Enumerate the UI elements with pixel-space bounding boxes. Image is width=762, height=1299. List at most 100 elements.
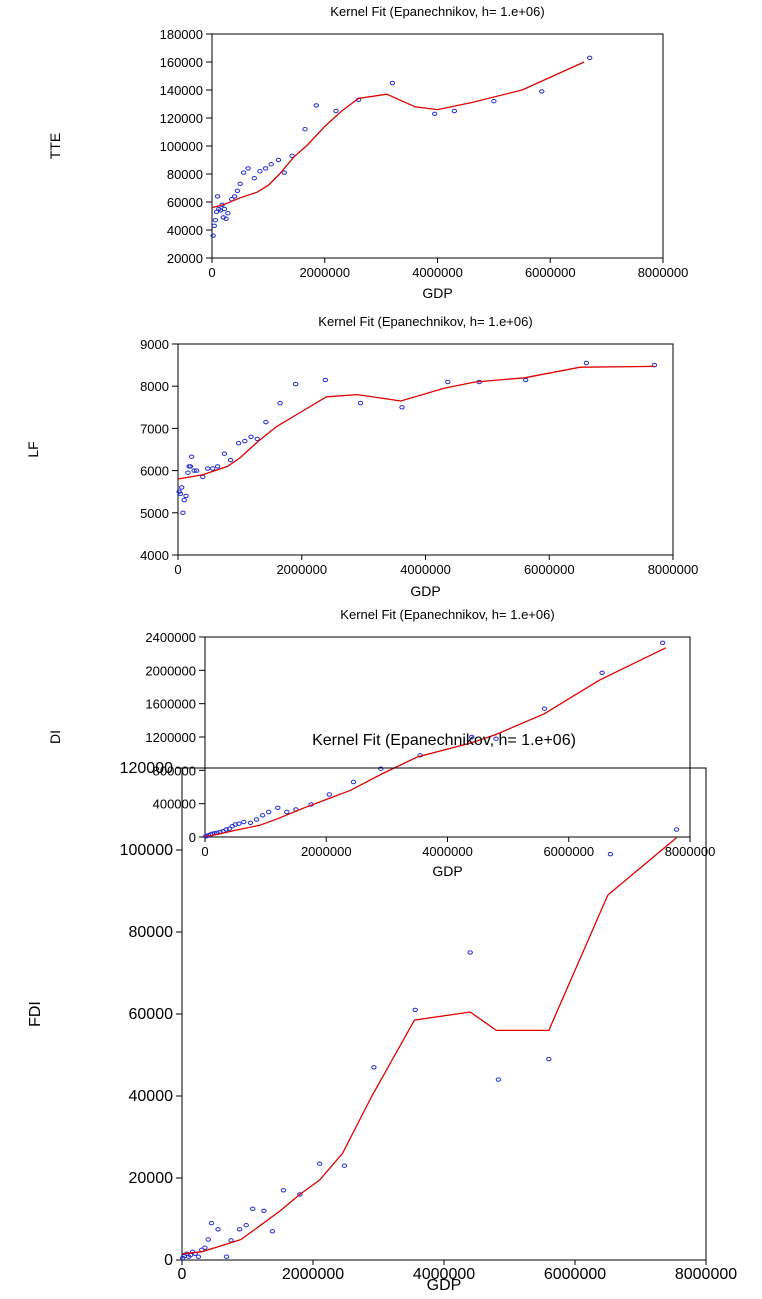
y-tick-label: 60000	[167, 195, 203, 210]
data-point	[210, 466, 216, 471]
data-point	[236, 821, 242, 826]
kernel-fit-line	[204, 647, 667, 838]
data-point	[493, 736, 499, 741]
y-tick-label: 80000	[167, 167, 203, 182]
data-point	[211, 223, 218, 229]
y-tick-label: 5000	[140, 506, 169, 521]
data-point	[254, 436, 260, 442]
data-point	[451, 108, 458, 114]
y-tick-label: 80000	[129, 924, 174, 941]
y-tick-label: 20000	[129, 1170, 174, 1187]
y-axis-label: LF	[25, 441, 41, 457]
x-axis-label: GDP	[427, 1277, 462, 1294]
y-axis-label: DI	[47, 730, 63, 744]
data-point	[247, 820, 254, 825]
kernel-fit-line	[211, 61, 585, 209]
data-point	[280, 1188, 287, 1193]
data-point	[302, 127, 308, 132]
data-point	[257, 169, 263, 174]
x-tick-label: 6000000	[524, 562, 575, 577]
data-point	[226, 826, 233, 831]
x-tick-label: 2000000	[282, 1266, 344, 1283]
data-point	[221, 206, 228, 212]
chart-title: Kernel Fit (Epanechnikov, h= 1.e+06)	[318, 314, 532, 329]
y-tick-label: 2400000	[145, 630, 196, 645]
y-tick-label: 100000	[160, 139, 203, 154]
y-tick-label: 120000	[160, 111, 203, 126]
data-point	[177, 491, 184, 496]
data-point	[607, 851, 614, 857]
data-point	[205, 466, 211, 471]
data-point	[185, 470, 191, 475]
data-point	[234, 188, 241, 194]
x-tick-label: 8000000	[648, 562, 699, 577]
data-point	[491, 99, 497, 104]
data-point	[389, 80, 396, 86]
x-tick-label: 2000000	[299, 265, 350, 280]
data-point	[297, 1192, 303, 1197]
data-point	[240, 170, 247, 175]
x-axis-label: GDP	[432, 863, 462, 879]
data-point	[231, 194, 238, 199]
data-point	[523, 377, 529, 383]
data-point	[253, 817, 260, 822]
y-tick-label: 0	[164, 1252, 173, 1269]
y-tick-label: 40000	[167, 223, 203, 238]
data-point	[275, 157, 282, 163]
data-point	[467, 950, 473, 955]
data-point	[214, 194, 221, 199]
data-point	[326, 792, 332, 797]
data-point	[251, 176, 258, 181]
data-point	[541, 706, 548, 711]
data-point	[225, 211, 231, 216]
y-axis-label: FDI	[27, 1001, 44, 1027]
y-tick-label: 4000	[140, 548, 169, 563]
plot-frame	[181, 767, 707, 1261]
x-tick-label: 8000000	[638, 265, 689, 280]
data-point	[275, 805, 281, 810]
data-point	[223, 827, 229, 832]
data-point	[284, 809, 290, 815]
data-point	[235, 441, 242, 446]
data-point	[268, 162, 274, 167]
data-point	[378, 766, 384, 771]
data-point	[495, 1077, 502, 1082]
x-tick-label: 2000000	[301, 844, 352, 859]
data-point	[261, 1208, 267, 1214]
data-point	[193, 468, 200, 473]
data-point	[269, 1229, 276, 1234]
data-point	[587, 55, 593, 60]
y-tick-label: 100000	[120, 842, 173, 859]
data-point	[350, 779, 357, 785]
data-point	[259, 813, 266, 818]
data-point	[341, 1163, 348, 1168]
data-point	[236, 1227, 243, 1232]
data-point	[248, 434, 254, 439]
data-point	[546, 1056, 552, 1062]
y-tick-label: 60000	[129, 1006, 174, 1023]
chart-title: Kernel Fit (Epanechnikov, h= 1.e+06)	[340, 607, 554, 622]
data-point	[179, 485, 185, 490]
y-tick-label: 800000	[153, 763, 196, 778]
y-tick-label: 8000	[140, 379, 169, 394]
x-tick-label: 8000000	[665, 844, 716, 859]
x-axis-label: GDP	[410, 583, 440, 599]
chart-di: Kernel Fit (Epanechnikov, h= 1.e+06) 0 400…	[47, 607, 715, 879]
x-tick-label: 6000000	[544, 1266, 606, 1283]
data-point	[183, 493, 189, 499]
data-point	[660, 640, 666, 645]
data-point	[445, 379, 451, 385]
x-tick-label: 0	[178, 1266, 187, 1283]
y-tick-label: 160000	[160, 55, 203, 70]
data-point	[212, 218, 219, 223]
y-tick-label: 9000	[140, 337, 169, 352]
data-point	[277, 400, 283, 406]
data-point	[223, 1254, 230, 1259]
data-point	[371, 1065, 377, 1070]
data-point	[539, 89, 545, 94]
data-point	[266, 809, 272, 815]
data-point	[250, 1206, 256, 1212]
chart-lf: Kernel Fit (Epanechnikov, h= 1.e+06) 4000…	[25, 314, 698, 599]
y-tick-label: 140000	[160, 83, 203, 98]
data-point	[202, 1245, 208, 1250]
